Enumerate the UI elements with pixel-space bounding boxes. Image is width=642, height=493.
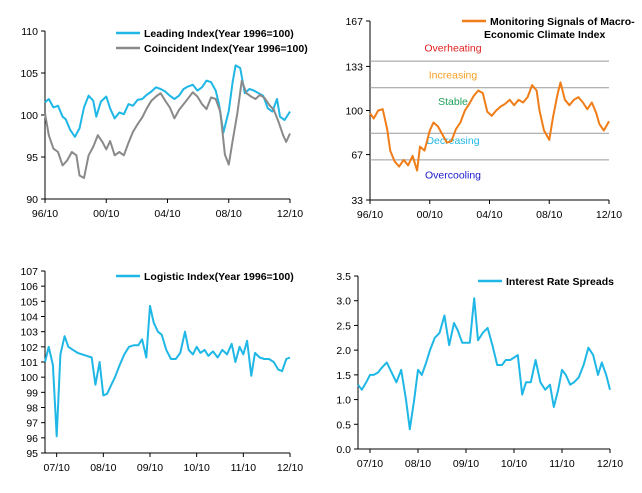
x-tick-label: 11/10 — [231, 462, 257, 474]
y-tick-label: 105 — [20, 296, 38, 308]
y-tick-label: 110 — [21, 26, 38, 38]
y-tick-label: 95 — [26, 152, 38, 164]
y-tick-label: 104 — [20, 312, 38, 324]
y-tick-label: 100 — [345, 106, 363, 118]
zone-label: Overcooling — [425, 170, 481, 182]
zone-label: Stable — [438, 96, 468, 108]
zone-label: Increasing — [429, 69, 478, 81]
x-tick-label: 09/10 — [453, 458, 479, 470]
x-tick-label: 04/10 — [476, 209, 502, 221]
zone-label: Overheating — [424, 43, 481, 55]
x-tick-label: 08/10 — [536, 209, 562, 221]
x-tick-label: 12/10 — [597, 458, 623, 470]
y-tick-label: 133 — [345, 61, 363, 73]
x-tick-label: 00/10 — [93, 208, 119, 220]
y-tick-label: 95 — [26, 448, 38, 460]
x-tick-label: 07/10 — [357, 458, 383, 470]
x-tick-label: 12/10 — [277, 208, 303, 220]
y-tick-label: 106 — [20, 281, 38, 293]
y-tick-label: 105 — [20, 68, 38, 80]
x-tick-label: 96/10 — [357, 209, 383, 221]
series-line — [44, 304, 291, 438]
legend-entry: Logistic Index(Year 1996=100) — [144, 271, 294, 283]
legend-entry: Coincident Index(Year 1996=100) — [144, 43, 308, 55]
y-tick-label: 167 — [345, 16, 363, 28]
x-tick-label: 08/10 — [216, 208, 242, 220]
series-line — [369, 81, 610, 172]
series-line — [44, 64, 291, 138]
y-tick-label: 2.0 — [336, 345, 351, 357]
x-tick-label: 96/10 — [32, 208, 58, 220]
legend-entry: Leading Index(Year 1996=100) — [144, 28, 294, 40]
x-tick-label: 08/10 — [90, 462, 116, 474]
y-tick-label: 2.5 — [336, 320, 351, 332]
y-tick-label: 96 — [26, 433, 38, 445]
y-tick-label: 100 — [20, 110, 38, 122]
x-tick-label: 00/10 — [417, 209, 443, 221]
chart-leading-coincident: 90 95 100 105 110 96/10 00/10 04/10 08/10 12/10 Le… — [20, 26, 307, 220]
y-tick-label: 100 — [20, 372, 38, 384]
y-tick-label: 102 — [20, 342, 38, 354]
legend-entry: Monitoring Signals of Macro-Economic Cli… — [484, 16, 635, 41]
x-tick-label: 10/10 — [184, 462, 210, 474]
x-tick-label: 08/10 — [405, 458, 431, 470]
y-tick-label: 107 — [20, 266, 38, 278]
y-tick-label: 3.0 — [336, 296, 351, 308]
chart-logistic-index: 95 96 97 98 99 100 101 102 103 104 105 106 107 07/10 0… — [20, 266, 303, 474]
legend-entry: Interest Rate Spreads — [506, 276, 614, 288]
chart-interest-rate-spreads: 0.0 0.5 1.0 1.5 2.0 2.5 3.0 3.5 07/10 08/10 09/10 1… — [336, 271, 623, 470]
y-tick-label: 103 — [20, 327, 38, 339]
x-tick-label: 12/10 — [596, 209, 622, 221]
series-line — [44, 79, 291, 179]
y-tick-label: 1.0 — [336, 395, 351, 407]
y-tick-label: 3.5 — [336, 271, 351, 283]
x-tick-label: 11/10 — [549, 458, 575, 470]
y-tick-label: 0.0 — [336, 444, 351, 456]
series-line — [357, 297, 611, 431]
y-tick-label: 98 — [26, 403, 38, 415]
x-tick-label: 12/10 — [277, 462, 303, 474]
chart-climate-signals: 33 67 100 133 167 96/10 00/10 04/10 08/10 12/10 Ov… — [345, 16, 635, 221]
zone-label: Decreasing — [426, 135, 479, 147]
x-tick-label: 07/10 — [44, 462, 70, 474]
y-tick-label: 97 — [26, 418, 38, 430]
y-tick-label: 99 — [26, 387, 38, 399]
y-tick-label: 101 — [20, 357, 38, 369]
y-tick-label: 0.5 — [336, 419, 351, 431]
y-tick-label: 33 — [351, 195, 363, 207]
x-tick-label: 09/10 — [137, 462, 163, 474]
y-tick-label: 1.5 — [336, 370, 351, 382]
y-tick-label: 67 — [351, 150, 363, 162]
x-tick-label: 04/10 — [154, 208, 180, 220]
y-tick-label: 90 — [26, 194, 38, 206]
x-tick-label: 10/10 — [501, 458, 527, 470]
